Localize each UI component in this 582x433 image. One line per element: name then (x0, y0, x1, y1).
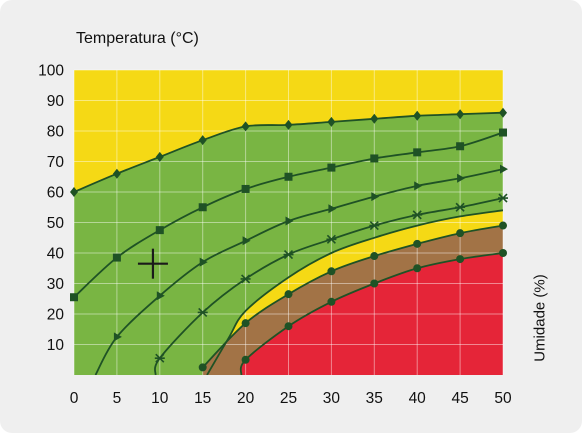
marker-triangle (500, 164, 508, 174)
marker-diamond (370, 113, 379, 124)
marker-star (283, 249, 294, 260)
marker-diamond (241, 121, 250, 132)
curve-5-line (206, 209, 503, 375)
marker-triangle (371, 192, 380, 202)
marker-triangle (113, 332, 122, 342)
marker-star (326, 234, 337, 244)
marker-diamond (198, 135, 207, 146)
marker-triangle (156, 291, 165, 301)
marker-circle (370, 252, 379, 261)
marker-diamond (284, 119, 293, 130)
marker-diamond (327, 116, 336, 127)
marker-square (456, 142, 465, 151)
marker-star (240, 274, 251, 284)
marker-circle (327, 267, 336, 276)
marker-square (499, 128, 507, 137)
y-tick-label: 100 (38, 63, 64, 80)
x-tick-label: 10 (151, 390, 169, 407)
y-tick-label: 50 (47, 215, 65, 232)
marker-square (327, 163, 336, 172)
y-tick-label: 90 (47, 93, 65, 110)
x-tick-label: 35 (366, 390, 383, 407)
marker-circle (241, 319, 250, 328)
marker-circle (413, 239, 422, 248)
x-tick-label: 40 (409, 390, 427, 407)
y-tick-label: 60 (47, 185, 65, 202)
marker-circle (456, 229, 465, 238)
marker-square (370, 154, 379, 163)
marker-star (455, 202, 466, 212)
x-tick-label: 25 (280, 390, 297, 407)
y-axis-title: Temperatura (°C) (76, 30, 199, 47)
marker-circle (499, 221, 507, 230)
marker-square (155, 226, 164, 235)
marker-star (197, 307, 208, 318)
x-tick-label: 30 (323, 390, 341, 407)
marker-square (70, 293, 78, 302)
marker-square (241, 184, 250, 193)
marker-star (412, 210, 423, 220)
marker-diamond (155, 151, 164, 162)
marker-triangle (328, 204, 337, 214)
marker-star (369, 220, 380, 231)
marker-diamond (456, 109, 465, 120)
marker-diamond (70, 187, 78, 197)
y-tick-label: 70 (47, 154, 65, 171)
y-tick-label: 80 (47, 124, 65, 141)
marker-circle (413, 264, 422, 273)
marker-circle (198, 363, 207, 372)
marker-circle (499, 249, 507, 257)
x-tick-label: 15 (194, 390, 211, 407)
marker-square (112, 253, 121, 262)
marker-square (413, 148, 422, 157)
marker-circle (241, 355, 250, 364)
y-tick-label: 10 (47, 337, 65, 354)
x-tick-label: 20 (237, 390, 255, 407)
crosshair-icon (137, 248, 168, 279)
marker-triangle (414, 181, 423, 191)
y-tick-label: 30 (47, 276, 65, 293)
x-tick-label: 0 (70, 390, 79, 407)
zone-red (240, 253, 503, 375)
marker-diamond (413, 110, 422, 121)
marker-triangle (457, 173, 466, 183)
y-tick-label: 40 (47, 246, 65, 263)
marker-triangle (199, 257, 208, 267)
x-tick-label: 50 (494, 390, 512, 407)
marker-circle (456, 255, 465, 264)
zone-brown (202, 225, 503, 375)
marker-square (284, 172, 293, 181)
x-tick-label: 45 (451, 390, 468, 407)
x-tick-label: 5 (113, 390, 122, 407)
curve-4-line (154, 197, 503, 375)
marker-circle (327, 297, 336, 306)
marker-star (154, 353, 165, 363)
marker-triangle (285, 216, 294, 226)
marker-diamond (499, 107, 507, 118)
marker-circle (284, 290, 293, 299)
marker-triangle (242, 236, 251, 246)
marker-circle (370, 279, 379, 288)
marker-star (498, 193, 508, 203)
marker-diamond (112, 168, 121, 179)
marker-circle (284, 322, 293, 331)
y-tick-label: 20 (47, 307, 65, 324)
marker-square (198, 203, 207, 212)
